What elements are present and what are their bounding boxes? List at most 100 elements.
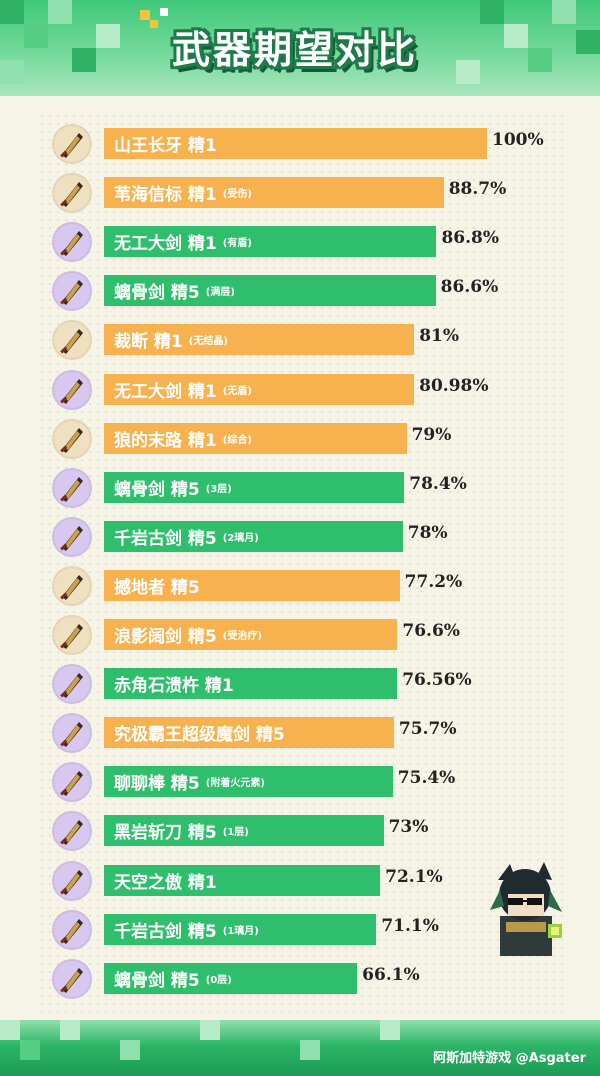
bar-label: 山王长牙 精1	[114, 136, 217, 156]
bar-label: 聊聊棒 精5	[114, 774, 200, 795]
value-label: 79%	[411, 424, 452, 445]
bar-label: 无工大剑 精1	[114, 234, 217, 255]
bar-note: (受伤)	[222, 189, 252, 201]
bar-row: 究极霸王超级魔剑 精5 75.7%	[52, 713, 600, 754]
bar-label: 千岩古剑 精5	[114, 528, 217, 549]
bar: 浪影阔剑 精5 (受治疗)	[104, 619, 398, 650]
greatsword-icon	[52, 713, 92, 754]
bar-label: 螭骨剑 精5	[114, 479, 200, 500]
greatsword-icon	[52, 811, 92, 852]
value-label: 100%	[492, 130, 544, 150]
bar-note: (1层)	[222, 827, 249, 839]
bar-row: 千岩古剑 精5 (2璃月) 78%	[52, 516, 600, 557]
greatsword-icon	[52, 124, 92, 164]
bar-note: (3层)	[205, 483, 232, 495]
bar-row: 狼的末路 精1 (综合) 79%	[52, 418, 600, 459]
value-label: 81%	[419, 326, 460, 347]
greatsword-icon	[52, 565, 92, 606]
bar: 千岩古剑 精5 (1璃月)	[104, 913, 377, 945]
greatsword-icon	[52, 418, 92, 459]
bar-label: 无工大剑 精1	[114, 381, 217, 402]
greatsword-icon	[52, 762, 92, 803]
bar-row: 无工大剑 精1 (有盾) 86.8%	[52, 222, 600, 263]
greatsword-icon	[52, 173, 92, 214]
bar-label: 苇海信标 精1	[114, 185, 217, 206]
bar-note: (满层)	[205, 287, 235, 299]
bar: 无工大剑 精1 (有盾)	[104, 226, 437, 258]
footer-band: 阿斯加特游戏 @Asgater	[0, 1020, 600, 1076]
bar-row: 撼地者 精5 77.2%	[52, 565, 600, 606]
greatsword-icon	[52, 664, 92, 705]
value-label: 86.8%	[441, 228, 499, 249]
value-label: 75.7%	[398, 719, 457, 740]
bar-label: 螭骨剑 精5	[114, 283, 200, 304]
bar: 螭骨剑 精5 (满层)	[104, 275, 436, 307]
value-label: 88.7%	[448, 179, 507, 200]
greatsword-icon	[52, 516, 92, 557]
bar-row: 苇海信标 精1 (受伤) 88.7%	[52, 173, 600, 214]
greatsword-icon	[52, 320, 92, 361]
bar-label: 螭骨剑 精5	[114, 970, 200, 991]
bar-note: (有盾)	[222, 238, 252, 250]
bar-row: 浪影阔剑 精5 (受治疗) 76.6%	[52, 615, 600, 655]
value-label: 71.1%	[381, 915, 439, 936]
bar-label: 千岩古剑 精5	[114, 921, 217, 942]
bar-label: 裁断 精1	[114, 332, 183, 353]
bar-label: 天空之傲 精1	[114, 872, 217, 893]
value-label: 86.6%	[440, 277, 499, 298]
bar: 黑岩斩刀 精5 (1层)	[104, 815, 384, 847]
greatsword-icon	[52, 222, 92, 263]
greatsword-icon	[52, 271, 92, 312]
greatsword-icon	[52, 615, 92, 655]
header-banner: 武器期望对比	[0, 0, 600, 96]
greatsword-icon	[52, 958, 92, 999]
greatsword-icon	[52, 909, 92, 950]
bar-note: (1璃月)	[222, 925, 259, 937]
value-label: 76.56%	[402, 670, 472, 691]
bar-row: 赤角石溃杵 精1 76.56%	[52, 664, 600, 705]
bar-row: 黑岩斩刀 精5 (1层) 73%	[52, 811, 600, 852]
bar-row: 螭骨剑 精5 (0层) 66.1%	[52, 958, 600, 999]
bar-row: 聊聊棒 精5 (附着火元素) 75.4%	[52, 762, 600, 803]
bar: 山王长牙 精1	[104, 128, 487, 159]
value-label: 77.2%	[404, 571, 463, 592]
bar-note: (2璃月)	[222, 532, 259, 544]
chibi-character-icon	[490, 862, 562, 956]
bar-note: (无结晶)	[188, 336, 228, 348]
bar-note: (受治疗)	[222, 631, 262, 642]
pixel-deco	[160, 8, 168, 16]
footer-credit: 阿斯加特游戏 @Asgater	[433, 1051, 586, 1066]
bar: 究极霸王超级魔剑 精5	[104, 717, 394, 749]
bar-row: 天空之傲 精1 72.1%	[52, 860, 600, 901]
bar: 苇海信标 精1 (受伤)	[104, 177, 444, 209]
value-label: 76.6%	[402, 621, 460, 641]
pixel-deco	[140, 10, 150, 20]
bar-row: 螭骨剑 精5 (3层) 78.4%	[52, 467, 600, 508]
bar: 天空之傲 精1	[104, 864, 381, 896]
page-title: 武器期望对比	[171, 27, 418, 72]
bar: 无工大剑 精1 (无盾)	[104, 373, 415, 405]
bar-row: 螭骨剑 精5 (满层) 86.6%	[52, 271, 600, 312]
bar-note: (无盾)	[222, 385, 252, 397]
greatsword-icon	[52, 860, 92, 901]
value-label: 78%	[407, 522, 448, 543]
bar: 赤角石溃杵 精1	[104, 668, 398, 700]
bar-label: 狼的末路 精1	[114, 430, 217, 451]
value-label: 66.1%	[362, 964, 420, 985]
value-label: 75.4%	[397, 768, 456, 789]
bar-row: 山王长牙 精1 100%	[52, 124, 600, 164]
bar-label: 赤角石溃杵 精1	[114, 676, 234, 697]
chart-panel	[38, 112, 568, 1012]
bar-note: (附着火元素)	[205, 778, 265, 790]
bar-row: 无工大剑 精1 (无盾) 80.98%	[52, 369, 600, 410]
value-label: 73%	[388, 817, 429, 838]
pixel-deco	[150, 20, 158, 28]
bar: 狼的末路 精1 (综合)	[104, 422, 407, 454]
bar-label: 究极霸王超级魔剑 精5	[114, 725, 285, 746]
greatsword-icon	[52, 467, 92, 508]
bar-note: (综合)	[222, 434, 252, 446]
greatsword-icon	[52, 369, 92, 410]
bar-label: 黑岩斩刀 精5	[114, 823, 217, 844]
bar-note: (0层)	[205, 974, 232, 986]
value-label: 80.98%	[419, 375, 489, 396]
